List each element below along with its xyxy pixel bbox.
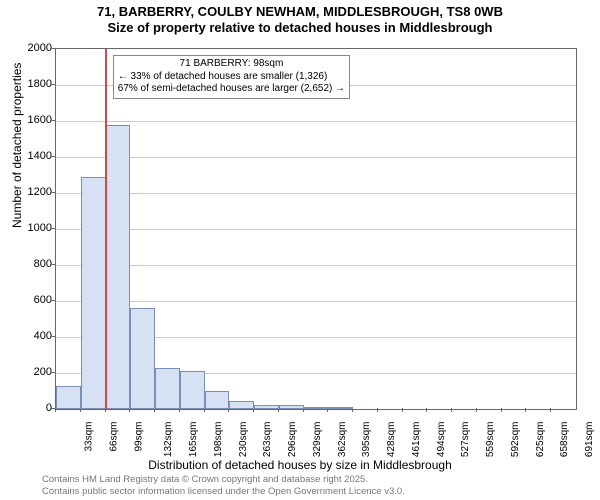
y-tick-label: 1800 bbox=[12, 78, 52, 90]
y-tick-label: 1200 bbox=[12, 186, 52, 198]
x-tick-label: 132sqm bbox=[163, 422, 174, 458]
footer-line-2: Contains public sector information licen… bbox=[42, 486, 405, 497]
grid-line bbox=[56, 121, 576, 122]
x-tick-label: 658sqm bbox=[560, 422, 571, 458]
y-tick-label: 1600 bbox=[12, 114, 52, 126]
annotation-box: 71 BARBERRY: 98sqm← 33% of detached hous… bbox=[113, 55, 350, 99]
y-tick-label: 1000 bbox=[12, 222, 52, 234]
histogram-bar bbox=[106, 125, 131, 409]
x-axis-label: Distribution of detached houses by size … bbox=[0, 458, 600, 472]
histogram-bar bbox=[229, 401, 254, 409]
y-tick-label: 200 bbox=[12, 366, 52, 378]
x-tick-label: 198sqm bbox=[213, 422, 224, 458]
x-tick-label: 428sqm bbox=[386, 422, 397, 458]
x-tick-label: 592sqm bbox=[510, 422, 521, 458]
x-tick-label: 230sqm bbox=[238, 422, 249, 458]
reference-marker bbox=[105, 49, 107, 409]
histogram-bar bbox=[328, 407, 353, 409]
x-tick-label: 66sqm bbox=[108, 422, 119, 452]
annotation-line: ← 33% of detached houses are smaller (1,… bbox=[118, 71, 345, 84]
grid-line bbox=[56, 265, 576, 266]
x-tick-label: 296sqm bbox=[287, 422, 298, 458]
x-tick-label: 691sqm bbox=[584, 422, 595, 458]
histogram-bar bbox=[130, 308, 155, 409]
annotation-line: 71 BARBERRY: 98sqm bbox=[118, 58, 345, 71]
chart-container: 71, BARBERRY, COULBY NEWHAM, MIDDLESBROU… bbox=[0, 0, 600, 500]
x-tick-label: 494sqm bbox=[436, 422, 447, 458]
histogram-bar bbox=[180, 371, 205, 409]
x-tick-label: 33sqm bbox=[84, 422, 95, 452]
grid-line bbox=[56, 301, 576, 302]
histogram-bar bbox=[279, 405, 304, 409]
title-block: 71, BARBERRY, COULBY NEWHAM, MIDDLESBROU… bbox=[0, 0, 600, 37]
histogram-bar bbox=[56, 386, 81, 409]
title-line-2: Size of property relative to detached ho… bbox=[0, 20, 600, 36]
y-tick-label: 1400 bbox=[12, 150, 52, 162]
x-tick-label: 165sqm bbox=[188, 422, 199, 458]
plot-area: 71 BARBERRY: 98sqm← 33% of detached hous… bbox=[55, 48, 577, 410]
y-tick-label: 0 bbox=[12, 402, 52, 414]
x-tick-label: 329sqm bbox=[312, 422, 323, 458]
footer-line-1: Contains HM Land Registry data © Crown c… bbox=[42, 474, 405, 485]
y-tick-label: 2000 bbox=[12, 42, 52, 54]
x-tick-label: 263sqm bbox=[262, 422, 273, 458]
y-tick-label: 400 bbox=[12, 330, 52, 342]
annotation-line: 67% of semi-detached houses are larger (… bbox=[118, 83, 345, 96]
x-tick-label: 461sqm bbox=[411, 422, 422, 458]
histogram-bar bbox=[155, 368, 180, 409]
x-tick-label: 395sqm bbox=[361, 422, 372, 458]
title-line-1: 71, BARBERRY, COULBY NEWHAM, MIDDLESBROU… bbox=[0, 4, 600, 20]
y-tick-label: 600 bbox=[12, 294, 52, 306]
x-tick-label: 362sqm bbox=[337, 422, 348, 458]
grid-line bbox=[56, 193, 576, 194]
y-tick-label: 800 bbox=[12, 258, 52, 270]
x-tick-label: 99sqm bbox=[133, 422, 144, 452]
grid-line bbox=[56, 157, 576, 158]
histogram-bar bbox=[304, 407, 329, 409]
footer: Contains HM Land Registry data © Crown c… bbox=[42, 474, 405, 497]
x-tick-label: 625sqm bbox=[535, 422, 546, 458]
x-tick-label: 559sqm bbox=[485, 422, 496, 458]
grid-line bbox=[56, 229, 576, 230]
x-tick-label: 527sqm bbox=[461, 422, 472, 458]
histogram-bar bbox=[81, 177, 106, 409]
histogram-bar bbox=[254, 405, 279, 410]
histogram-bar bbox=[205, 391, 230, 409]
